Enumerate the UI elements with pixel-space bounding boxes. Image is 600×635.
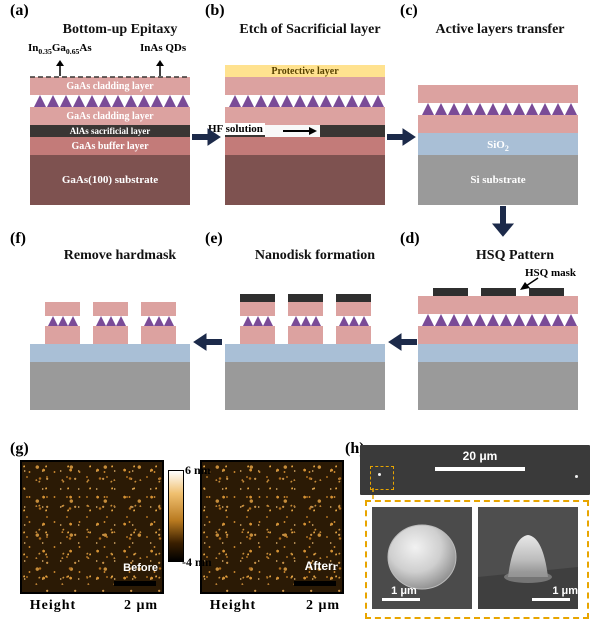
sem-close1-scale: 1 μm bbox=[374, 585, 434, 597]
arrow-b-c bbox=[387, 125, 417, 149]
colorbar-bot: -4 nm bbox=[182, 555, 212, 570]
title-f: Remove hardmask bbox=[30, 248, 210, 264]
diagram-a: GaAs cladding layer GaAs cladding layer … bbox=[30, 55, 190, 195]
sem-close2-scale: 1 μm bbox=[518, 585, 578, 597]
sem-leader bbox=[368, 488, 378, 503]
arrow-a-b bbox=[192, 125, 222, 149]
title-d: HSQ Pattern bbox=[425, 248, 600, 264]
label-buffer: GaAs buffer layer bbox=[71, 141, 149, 152]
label-clad-upper: GaAs cladding layer bbox=[66, 81, 154, 92]
sem-wide-scale: 20 μm bbox=[450, 449, 510, 463]
panel-label-f: (f) bbox=[10, 230, 26, 248]
afm-after: Afterr bbox=[200, 460, 344, 594]
afm-after-label: Afterr bbox=[305, 559, 338, 574]
afm-before-scalebar bbox=[114, 581, 156, 586]
label-si: Si substrate bbox=[470, 174, 525, 186]
diagram-c: SiO2 Si substrate bbox=[418, 55, 578, 195]
label-substrate: GaAs(100) substrate bbox=[62, 174, 158, 186]
colorbar bbox=[168, 470, 184, 562]
title-c: Active layers transfer bbox=[410, 22, 590, 38]
afm-before-height: Height bbox=[18, 598, 88, 614]
panel-label-g: (g) bbox=[10, 440, 29, 458]
title-e: Nanodisk formation bbox=[225, 248, 405, 264]
afm-before: Before bbox=[20, 460, 164, 594]
sem-close-2: 1 μm bbox=[478, 507, 578, 609]
arrow-c-d bbox=[488, 206, 518, 238]
label-protective: Protective layer bbox=[271, 66, 339, 77]
afm-after-scalebar bbox=[294, 581, 336, 586]
annot-inasqds: InAs QDs bbox=[140, 42, 186, 54]
annot-hsq: HSQ mask bbox=[525, 267, 576, 279]
title-b: Etch of Sacrificial layer bbox=[220, 22, 400, 38]
title-a: Bottom-up Epitaxy bbox=[30, 22, 210, 38]
afm-after-scale: 2 μm bbox=[298, 598, 348, 614]
sem-wide: 20 μm bbox=[360, 445, 590, 495]
diagram-d bbox=[418, 270, 578, 410]
arrow-d-e bbox=[387, 330, 417, 354]
arrow-e-f bbox=[192, 330, 222, 354]
afm-after-height: Height bbox=[198, 598, 268, 614]
label-clad-lower: GaAs cladding layer bbox=[66, 111, 154, 122]
figure-root: (a) (b) (c) (d) (e) (f) (g) (h) Bottom-u… bbox=[0, 0, 600, 635]
afm-before-label: Before bbox=[123, 562, 158, 574]
panel-label-a: (a) bbox=[10, 2, 29, 20]
panel-label-e: (e) bbox=[205, 230, 223, 248]
diagram-f bbox=[30, 270, 190, 410]
colorbar-top: 6 nm bbox=[185, 463, 211, 478]
sem-close-1: 1 μm bbox=[372, 507, 472, 609]
panel-label-d: (d) bbox=[400, 230, 420, 248]
panel-label-b: (b) bbox=[205, 2, 225, 20]
diagram-e bbox=[225, 270, 385, 410]
afm-before-scale: 2 μm bbox=[116, 598, 166, 614]
panel-label-c: (c) bbox=[400, 2, 418, 20]
label-sacrificial: AlAs sacrificial layer bbox=[70, 126, 150, 136]
sem-inset-marker bbox=[370, 466, 394, 490]
annot-ingaas: In0.35Ga0.65As bbox=[28, 42, 92, 56]
